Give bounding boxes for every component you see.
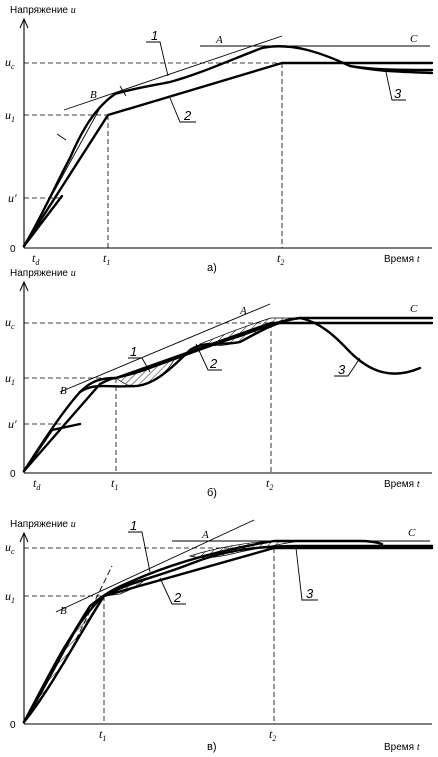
xtick-t2: t2 [269,727,276,743]
curve-label-1: 1 [130,344,137,359]
curve-2 [22,546,434,724]
curve-label-1: 1 [130,518,137,533]
leader-2 [159,577,186,605]
x-axis-title: Время t [384,742,420,753]
y-axis-arrow [19,531,29,543]
curve-initial [22,194,64,248]
leader-1 [128,531,151,573]
xtick-t1: t1 [99,727,106,743]
point-B: B [60,605,67,617]
y-axis-title: Напряжение u [10,268,76,279]
y-axis-title: Напряжение u [10,5,76,16]
ytick-u1: u1 [5,589,15,605]
tangent-B-A [59,303,271,393]
curve-2 [22,321,434,473]
xtick-td: td [33,476,41,492]
y-axis-arrow [19,17,29,29]
leader-1 [146,41,169,77]
ytick-uprime: u' [8,191,17,205]
ytick-uprime: u' [8,417,17,431]
xtick-t2: t2 [277,251,284,267]
leader-3 [295,547,318,601]
leader-2 [169,97,196,123]
leader-1 [128,357,151,373]
curve-2 [22,61,434,248]
caption-c: в) [207,741,217,753]
curve-label-3: 3 [306,586,314,601]
curve-label-2: 2 [209,356,218,371]
ytick-u1: u1 [5,371,15,387]
curve-label-1: 1 [151,28,158,43]
xtick-td: td [32,251,40,267]
tick-mark [56,133,67,141]
curve-1 [22,316,434,473]
y-axis-title: Напряжение u [10,519,76,530]
leader-3 [385,71,406,101]
origin-label: 0 [10,720,16,731]
tangent-B-A [55,519,255,613]
point-A: A [201,529,209,541]
curve-label-3: 3 [338,362,346,377]
curve-label-2: 2 [183,108,192,123]
tick-mark [119,85,127,97]
curve-1 [22,45,434,248]
leader-3 [334,357,361,377]
curve-initial [22,422,82,473]
xtick-t1: t1 [111,476,118,492]
ytick-uc: uc [5,55,15,71]
curve-label-3: 3 [394,86,402,101]
panel-b: Напряжение u uc u1 u' 0 td t1 t2 Время t… [5,268,434,499]
point-C: C [408,527,416,539]
point-A: A [215,34,223,46]
xtick-t2: t2 [266,476,273,492]
curve-3 [348,64,434,72]
tangent-B-A [63,35,283,111]
leader-2 [195,343,222,371]
curve-3 [22,544,434,724]
x-axis-title: Время t [384,254,420,265]
caption-a: а) [207,262,217,274]
point-C: C [410,33,418,45]
curve-3 [78,316,422,394]
xtick-t1: t1 [103,251,110,267]
ytick-uc: uc [5,315,15,331]
ytick-uc: uc [5,540,15,556]
origin-label: 0 [10,244,16,255]
point-C: C [410,303,418,315]
point-B: B [90,89,97,101]
curve-1 [22,539,384,724]
y-axis-arrow [19,280,29,292]
point-B: B [60,385,67,397]
curve-label-2: 2 [173,590,182,605]
ytick-u1: u1 [5,108,15,124]
panel-a: Напряжение u uc u1 u' 0 td t1 t2 Время t… [5,5,434,274]
point-A: A [239,305,247,317]
x-axis-title: Время t [384,479,420,490]
panel-c: Напряжение u uc u1 0 t1 t2 Время t A B C… [5,518,434,753]
caption-b: б) [207,487,217,499]
origin-label: 0 [10,469,16,480]
